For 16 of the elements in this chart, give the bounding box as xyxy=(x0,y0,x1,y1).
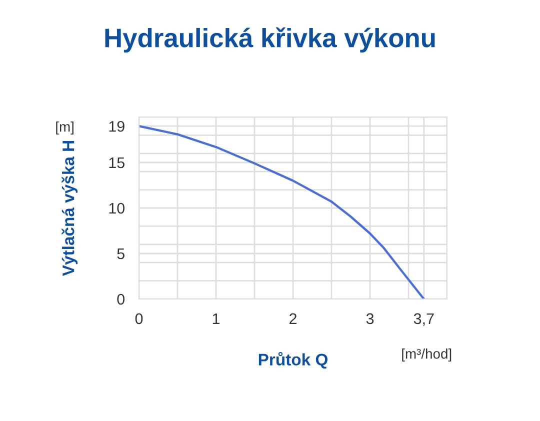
x-tick-label: 0 xyxy=(135,313,143,324)
x-tick-label: 3 xyxy=(366,313,374,324)
y-tick-label: 5 xyxy=(117,248,124,260)
x-tick-label: 3,7 xyxy=(414,313,434,326)
y-axis-title: Výtlačná výška H xyxy=(62,141,78,276)
x-axis-title: Průtok Q xyxy=(258,352,328,369)
text: [m] xyxy=(56,122,74,134)
y-tick-label: 15 xyxy=(109,158,124,168)
line-series xyxy=(139,124,426,299)
y-tick-label: 0 xyxy=(117,294,125,305)
x-tick-label: 1 xyxy=(212,313,220,324)
text: [m³/hod] xyxy=(402,348,452,362)
y-tick-label: 19 xyxy=(109,120,124,132)
chart-title: Hydraulická křivka výkonu xyxy=(105,27,435,53)
x-tick-label: 2 xyxy=(290,313,296,324)
y-tick-label: 10 xyxy=(109,202,125,214)
